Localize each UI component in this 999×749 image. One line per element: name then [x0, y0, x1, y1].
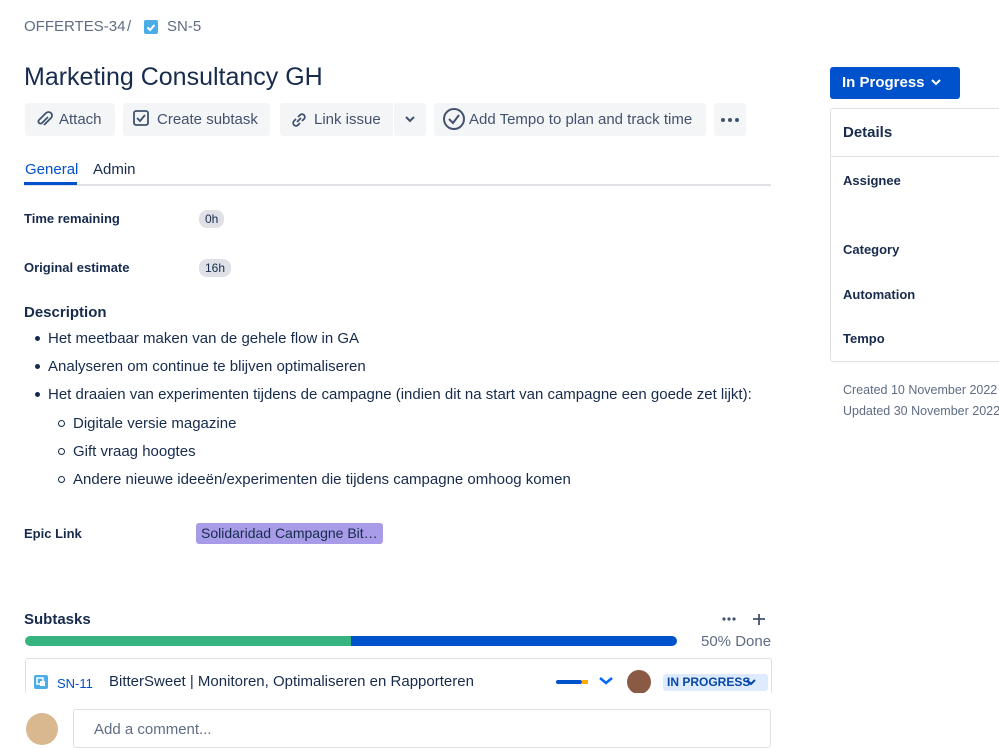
button-label: Add Tempo to plan and track time [469, 111, 693, 128]
button-label: Link issue [314, 111, 381, 128]
breadcrumb-separator: / [127, 18, 132, 35]
epic-lozenge[interactable]: Solidaridad Campagne Bit… [196, 523, 383, 544]
bullet [35, 336, 40, 341]
details-heading[interactable]: Details [843, 124, 893, 141]
tempo-button[interactable]: Add Tempo to plan and track time [434, 103, 706, 136]
assignee-avatar[interactable] [627, 670, 651, 693]
subtasks-heading: Subtasks [24, 611, 91, 628]
breadcrumb-parent[interactable]: OFFERTES-34 [24, 18, 126, 35]
field-label: Time remaining [24, 211, 120, 226]
list-item: Digitale versie magazine [73, 415, 237, 432]
panel-divider [831, 156, 999, 157]
detail-label: Category [843, 242, 900, 257]
details-panel [830, 108, 999, 362]
create-subtask-button[interactable]: Create subtask [123, 103, 270, 136]
subtask-row[interactable]: SN-11 BitterSweet | Monitoren, Optimalis… [25, 658, 772, 693]
progress-done [25, 636, 351, 646]
comment-placeholder: Add a comment... [94, 721, 212, 738]
more-button[interactable] [714, 103, 746, 136]
created-date: Created 10 November 2022 [843, 383, 998, 397]
issue-title[interactable]: Marketing Consultancy GH [24, 63, 323, 91]
subtask-key[interactable]: SN-11 [57, 676, 93, 691]
link-dropdown[interactable] [394, 103, 426, 136]
bullet [58, 476, 65, 483]
status-button[interactable]: In Progress [830, 67, 960, 99]
tab[interactable]: General [25, 161, 79, 178]
user-avatar [26, 713, 58, 745]
breadcrumb-issue[interactable]: SN-5 [167, 18, 202, 35]
field-label: Original estimate [24, 260, 130, 275]
priority-icon [599, 677, 613, 685]
button-label: Attach [59, 111, 102, 128]
updated-date: Updated 30 November 2022 [843, 404, 999, 418]
bullet [58, 420, 65, 427]
list-item: Andere nieuwe ideeën/experimenten die ti… [73, 471, 571, 488]
comment-input[interactable]: Add a comment... [73, 709, 771, 748]
issue-type-icon [144, 20, 158, 34]
subtask-icon [34, 675, 48, 689]
status-lozenge[interactable]: IN PROGRESS [663, 674, 769, 691]
subtask-actions[interactable] [721, 614, 769, 626]
link-issue-button[interactable]: Link issue [280, 103, 393, 136]
detail-label: Automation [843, 287, 916, 302]
detail-label: Tempo [843, 331, 885, 346]
attach-button[interactable]: Attach [25, 103, 115, 136]
status-label: In Progress [842, 74, 925, 91]
detail-label: Assignee [843, 173, 901, 188]
list-item: Het draaien van experimenten tijdens de … [48, 386, 752, 403]
tab-indicator [24, 182, 77, 185]
priority-bar [582, 680, 588, 684]
field-value: 0h [199, 210, 225, 228]
bullet [35, 364, 40, 369]
progress-in-progress [351, 636, 677, 646]
progress-label: 50% Done [701, 633, 772, 650]
status-chevron [746, 679, 756, 686]
description-heading: Description [24, 304, 107, 321]
bullet [58, 448, 65, 455]
bullet [35, 392, 40, 397]
priority-bar [556, 680, 582, 684]
subtask-summary[interactable]: BitterSweet | Monitoren, Optimaliseren e… [109, 673, 474, 690]
tab[interactable]: Admin [93, 161, 136, 178]
field-label: Epic Link [24, 526, 82, 541]
field-value: 16h [199, 259, 232, 277]
tab-divider [24, 184, 771, 186]
list-item: Gift vraag hoogtes [73, 443, 196, 460]
button-label: Create subtask [157, 111, 258, 128]
list-item: Het meetbaar maken van de gehele flow in… [48, 330, 360, 347]
list-item: Analyseren om continue te blijven optima… [48, 358, 366, 375]
